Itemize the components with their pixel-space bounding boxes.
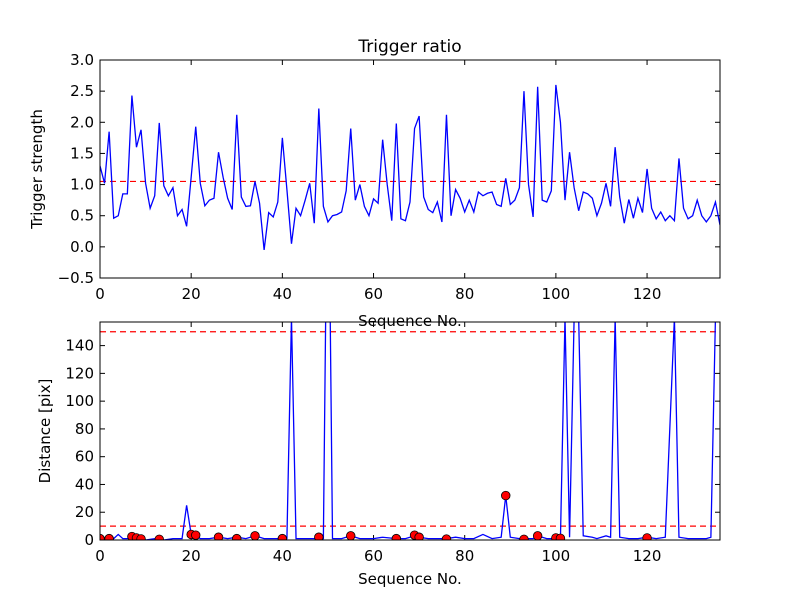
x-tick-label: 120 bbox=[633, 547, 662, 565]
distance-marker bbox=[104, 533, 114, 540]
top-y-axis-label: Trigger strength bbox=[28, 109, 46, 230]
y-tick-label: 20 bbox=[75, 503, 94, 521]
distance-marker bbox=[100, 533, 105, 540]
x-tick-label: 0 bbox=[95, 547, 105, 565]
distance-marker bbox=[213, 532, 224, 540]
y-tick-label: 60 bbox=[75, 448, 94, 466]
top-plot-frame bbox=[99, 59, 721, 279]
x-tick-label: 40 bbox=[273, 547, 292, 565]
x-tick-label: 60 bbox=[364, 285, 383, 303]
distance-marker bbox=[277, 533, 288, 540]
y-tick-label: 2.0 bbox=[70, 113, 94, 131]
x-tick-label: 120 bbox=[633, 285, 662, 303]
distance-markers bbox=[100, 490, 652, 540]
top-x-ticks: 0 20 40 60 80 100 120 bbox=[95, 60, 661, 303]
x-tick-label: 80 bbox=[455, 547, 474, 565]
x-tick-label: 0 bbox=[95, 285, 105, 303]
y-tick-label: 0.0 bbox=[70, 238, 94, 256]
x-tick-label: 100 bbox=[542, 285, 571, 303]
x-tick-label: 60 bbox=[364, 547, 383, 565]
distance-marker bbox=[191, 530, 201, 540]
y-tick-label: 120 bbox=[65, 364, 94, 382]
y-tick-label: 1.5 bbox=[70, 144, 94, 162]
distance-marker bbox=[414, 532, 424, 540]
bottom-y-axis-label: Distance [pix] bbox=[36, 379, 54, 484]
y-tick-label: −0.5 bbox=[58, 269, 94, 287]
x-tick-label: 40 bbox=[273, 285, 292, 303]
trigger-strength-line bbox=[100, 84, 720, 251]
x-tick-label: 20 bbox=[182, 285, 201, 303]
top-plot-title: Trigger ratio bbox=[357, 37, 461, 57]
distance-marker bbox=[391, 533, 402, 540]
distance-marker bbox=[642, 533, 652, 540]
y-tick-label: 1.0 bbox=[70, 176, 94, 194]
y-tick-label: 140 bbox=[65, 337, 94, 355]
distance-marker bbox=[136, 534, 146, 540]
y-tick-label: 0.5 bbox=[70, 207, 94, 225]
bottom-y-ticks: 0 20 40 60 80 100 120 140 bbox=[65, 337, 720, 549]
bottom-x-axis-label: Sequence No. bbox=[358, 570, 462, 588]
distance-marker bbox=[154, 534, 164, 540]
y-tick-label: 0 bbox=[84, 531, 94, 549]
distance-marker bbox=[346, 531, 356, 540]
distance-marker bbox=[519, 534, 529, 540]
trigger-ratio-plot: Trigger ratio −0.50.00.51.01.52.02.53.0 … bbox=[28, 37, 721, 330]
y-tick-label: 80 bbox=[75, 420, 94, 438]
distance-marker bbox=[501, 490, 511, 501]
x-tick-label: 20 bbox=[182, 547, 201, 565]
x-tick-label: 100 bbox=[542, 547, 571, 565]
distance-line bbox=[100, 322, 717, 540]
distance-marker bbox=[314, 532, 324, 540]
bottom-x-ticks: 0 20 40 60 80 100 120 bbox=[95, 322, 661, 565]
top-y-ticks: −0.5 0.0 0.5 1.0 1.5 2.0 2.5 3.0 bbox=[58, 51, 720, 287]
distance-marker bbox=[250, 531, 260, 540]
top-x-axis-label: Sequence No. bbox=[358, 312, 462, 330]
distance-marker bbox=[441, 534, 452, 540]
distance-plot: 0 20 40 60 80 100 120 140 0 20 40 60 80 100 120 Seque… bbox=[36, 321, 721, 588]
y-tick-label: 100 bbox=[65, 392, 94, 410]
distance-marker bbox=[555, 533, 566, 540]
distance-marker bbox=[532, 531, 543, 540]
y-tick-label: 3.0 bbox=[70, 51, 94, 69]
y-tick-label: 2.5 bbox=[70, 82, 94, 100]
x-tick-label: 80 bbox=[455, 285, 474, 303]
bottom-plot-frame bbox=[99, 321, 721, 541]
distance-marker bbox=[232, 533, 242, 540]
y-tick-label: 40 bbox=[75, 475, 94, 493]
